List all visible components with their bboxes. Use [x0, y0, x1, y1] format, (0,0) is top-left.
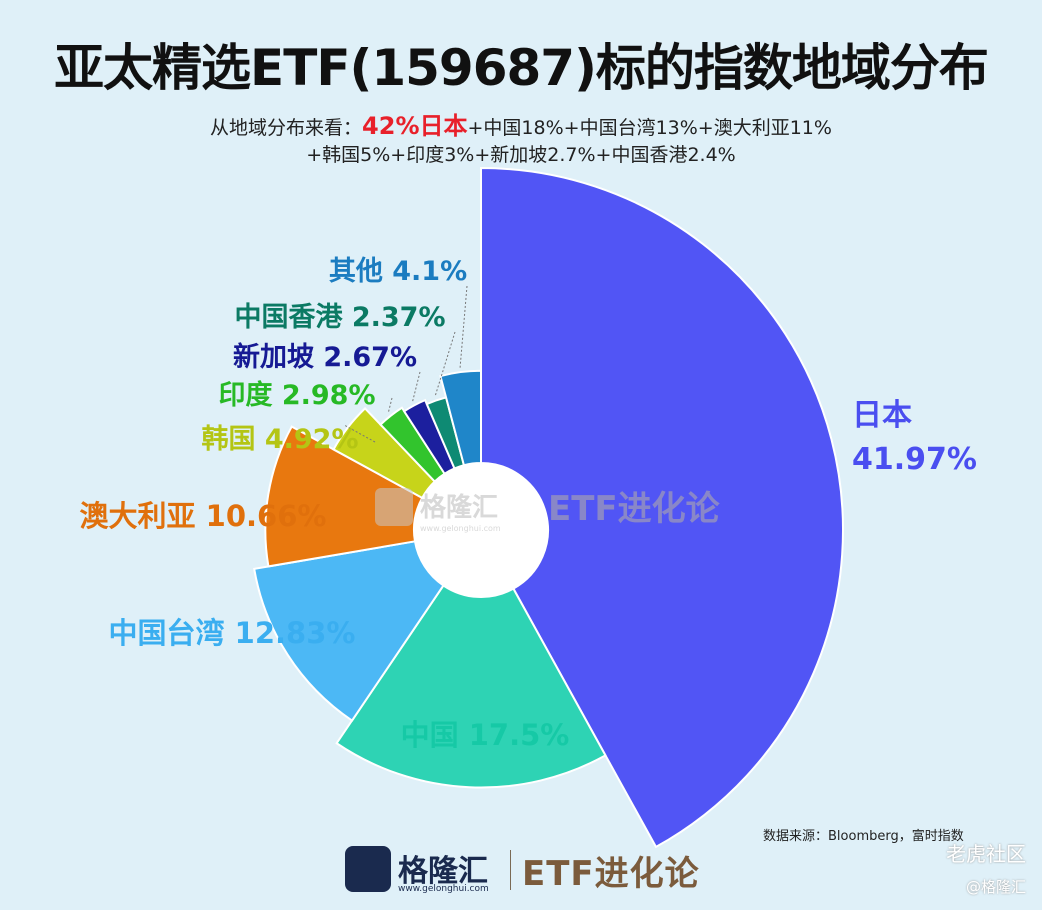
subtitle-line-2: +韩国5%+印度3%+新加坡2.7%+中国香港2.4%: [306, 144, 736, 166]
footer-brand: 格隆汇: [398, 854, 488, 889]
slice-label-6: 新加坡 2.67%: [233, 341, 417, 373]
leader-line-4: [344, 424, 376, 443]
corner-watermark-1: 老虎社区: [946, 842, 1026, 866]
footer-url: www.gelonghui.com: [398, 884, 489, 894]
center-watermark: 格隆汇 www.gelonghui.com ETF进化论: [375, 488, 721, 533]
slice-label-name-0: 日本: [852, 398, 912, 433]
subtitle-prefix: 从地域分布来看：: [210, 117, 363, 139]
slice-label-5: 印度 2.98%: [218, 379, 375, 411]
slice-label-7: 中国香港 2.37%: [234, 302, 445, 333]
slice-label-0: 日本 41.97%: [852, 398, 977, 477]
slice-label-1: 中国 17.5%: [401, 718, 570, 752]
slice-label-8: 其他 4.1%: [329, 256, 467, 287]
footer-brand-logo-icon: [345, 846, 391, 892]
center-watermark-logo: [375, 488, 413, 526]
subtitle-rest: +中国18%+中国台湾13%+澳大利亚11%: [467, 117, 832, 139]
subtitle-highlight: 42%日本: [362, 112, 468, 140]
corner-watermark-2: @格隆汇: [965, 878, 1026, 896]
slice-label-2: 中国台湾 12.83%: [109, 616, 356, 650]
leader-line-6: [412, 371, 421, 402]
footer-divider: [510, 850, 511, 890]
subtitle-line-1: 从地域分布来看：42%日本+中国18%+中国台湾13%+澳大利亚11%: [0, 106, 1042, 141]
center-hole: [414, 463, 548, 597]
center-watermark-url: www.gelonghui.com: [420, 524, 501, 533]
page-title: 亚太精选ETF(159687)标的指数地域分布: [54, 39, 989, 97]
slice-label-4: 韩国 4.92%: [201, 424, 358, 455]
leader-line-5: [387, 397, 393, 413]
slice-label-3: 澳大利亚 10.66%: [80, 499, 327, 533]
data-source: 数据来源：Bloomberg，富时指数: [763, 829, 964, 844]
leader-line-8: [459, 285, 468, 369]
leader-line-7: [434, 331, 456, 397]
slice-label-value-0: 41.97%: [852, 442, 977, 477]
center-watermark-series: ETF进化论: [548, 489, 721, 529]
footer-series: ETF进化论: [522, 854, 700, 894]
center-watermark-brand: 格隆汇: [420, 492, 498, 523]
